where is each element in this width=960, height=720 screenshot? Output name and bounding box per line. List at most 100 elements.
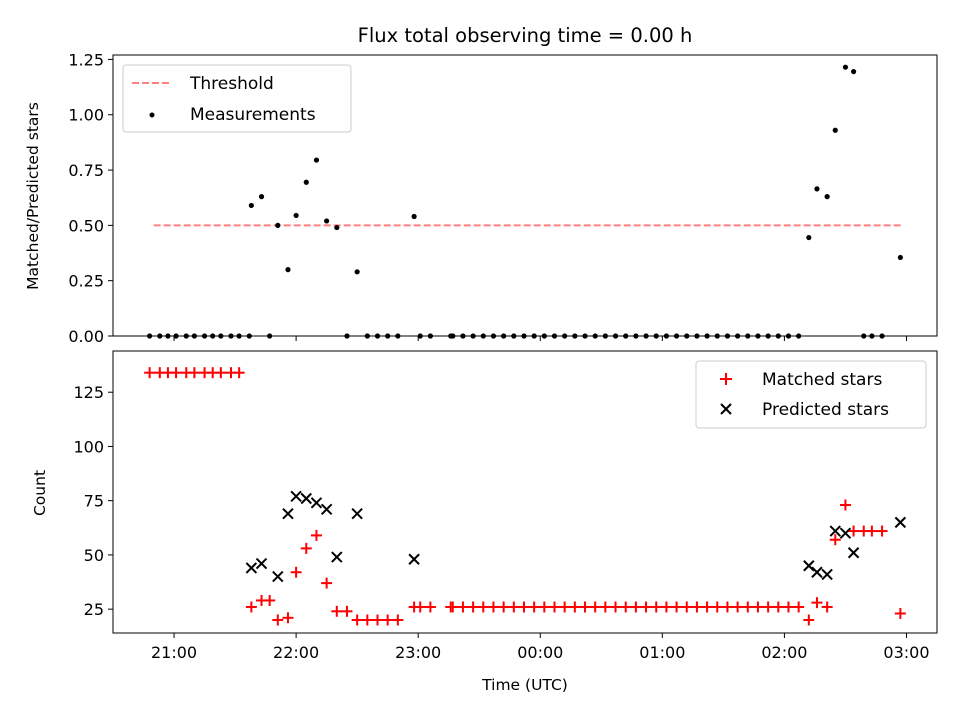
matched-star-point bbox=[233, 367, 245, 379]
x-tick-label: 22:00 bbox=[273, 643, 319, 662]
matched-star-point bbox=[487, 601, 499, 613]
matched-star-point bbox=[876, 525, 888, 537]
bottom-x-ticks: 21:00 22:00 23:00 00:00 01:00 02:00 03:00 bbox=[151, 633, 930, 662]
predicted-star-point bbox=[811, 566, 823, 578]
matched-legend-label: Matched stars bbox=[762, 370, 882, 390]
matched-star-point bbox=[640, 601, 652, 613]
matched-star-point bbox=[245, 601, 257, 613]
matched-star-point bbox=[701, 601, 713, 613]
predicted-star-point bbox=[282, 507, 294, 520]
measurement-point bbox=[824, 194, 830, 200]
matched-star-point bbox=[392, 614, 404, 626]
top-y-tick-label: 0.75 bbox=[68, 161, 104, 180]
matched-star-point bbox=[424, 601, 436, 613]
predicted-star-point bbox=[408, 553, 420, 565]
predicted-legend-label: Predicted stars bbox=[762, 400, 889, 420]
matched-star-point bbox=[569, 601, 581, 613]
matched-star-point bbox=[691, 601, 703, 613]
matched-star-point bbox=[508, 601, 520, 613]
bottom-y-tick-label: 75 bbox=[84, 492, 104, 511]
x-tick-label: 02:00 bbox=[761, 643, 807, 662]
measurement-point bbox=[258, 194, 265, 200]
matched-star-point bbox=[144, 367, 156, 379]
predicted-star-point bbox=[290, 490, 302, 503]
measurement-point bbox=[293, 212, 299, 219]
matched-star-point bbox=[579, 601, 591, 613]
measurement-point bbox=[832, 127, 838, 133]
top-legend: Threshold Measurements bbox=[122, 64, 352, 133]
bottom-y-tick-label: 50 bbox=[84, 546, 104, 565]
matched-star-point bbox=[803, 614, 815, 626]
matched-star-point bbox=[848, 525, 860, 537]
predicted-star-point bbox=[331, 551, 343, 563]
bottom-y-tick-label: 100 bbox=[73, 437, 104, 456]
bottom-y-tick-label: 125 bbox=[73, 383, 104, 402]
measurements-legend-label: Measurements bbox=[190, 105, 316, 125]
measurement-point bbox=[850, 68, 857, 75]
top-ylabel: Matched/Predicted stars bbox=[24, 102, 42, 290]
matched-star-point bbox=[630, 601, 642, 613]
top-legend-box bbox=[122, 64, 352, 133]
matched-star-point bbox=[321, 577, 333, 589]
matched-legend-marker bbox=[720, 373, 732, 385]
matched-star-point bbox=[866, 525, 878, 537]
measurement-point bbox=[334, 224, 340, 231]
matched-star-point bbox=[382, 614, 394, 626]
matched-star-point bbox=[361, 614, 373, 626]
measurement-point bbox=[275, 222, 281, 228]
predicted-star-point bbox=[320, 503, 333, 516]
matched-star-point bbox=[660, 601, 672, 613]
bottom-legend-box bbox=[695, 360, 927, 429]
matched-star-point bbox=[282, 612, 294, 624]
measurement-point bbox=[313, 157, 320, 163]
matched-star-point bbox=[351, 614, 363, 626]
matched-star-point bbox=[331, 605, 343, 617]
matched-star-point bbox=[518, 601, 530, 613]
bottom-y-tick-label: 25 bbox=[84, 600, 104, 619]
matched-star-point bbox=[272, 614, 284, 626]
predicted-star-point bbox=[829, 525, 841, 537]
matched-star-point bbox=[762, 601, 774, 613]
matched-star-point bbox=[721, 601, 733, 613]
matched-star-point bbox=[457, 601, 469, 613]
matched-star-point bbox=[300, 542, 312, 554]
bottom-panel: Count 25 50 75 100 125 21:00 22:00 23:00 00:00 0… bbox=[31, 350, 938, 662]
matched-star-point bbox=[811, 597, 823, 609]
top-y-tick-label: 1.25 bbox=[68, 50, 104, 69]
bottom-ylabel: Count bbox=[31, 470, 49, 516]
predicted-legend-marker bbox=[720, 403, 732, 415]
matched-star-point bbox=[310, 529, 322, 541]
measurement-point bbox=[411, 213, 417, 220]
top-y-tick-label: 0.25 bbox=[68, 272, 104, 291]
matched-star-point bbox=[650, 601, 662, 613]
top-y-tick-label: 0.50 bbox=[68, 216, 104, 235]
predicted-star-point bbox=[847, 547, 860, 559]
matched-star-point bbox=[264, 594, 276, 606]
matched-star-point bbox=[671, 601, 683, 613]
matched-star-point bbox=[215, 367, 227, 379]
x-axis-label: Time (UTC) bbox=[481, 676, 568, 694]
predicted-star-point bbox=[839, 527, 852, 539]
x-tick-label: 03:00 bbox=[883, 643, 929, 662]
predicted-star-point bbox=[300, 492, 312, 505]
predicted-star-point bbox=[821, 568, 833, 581]
matched-star-point bbox=[599, 601, 611, 613]
matched-star-point bbox=[371, 614, 383, 626]
matched-star-point bbox=[711, 601, 723, 613]
matched-star-point bbox=[414, 601, 426, 613]
matched-star-point bbox=[829, 534, 841, 546]
bottom-legend: Matched stars Predicted stars bbox=[695, 360, 927, 429]
measurement-point bbox=[897, 254, 903, 261]
matched-star-point bbox=[290, 566, 302, 578]
matched-star-point bbox=[559, 601, 571, 613]
measurement-point bbox=[324, 218, 330, 224]
matched-star-point bbox=[610, 601, 622, 613]
matched-star-point bbox=[793, 601, 805, 613]
top-y-tick-label: 1.00 bbox=[68, 106, 104, 125]
matched-star-point bbox=[477, 601, 489, 613]
matched-star-point bbox=[752, 601, 764, 613]
measurement-point bbox=[354, 269, 360, 275]
predicted-star-point bbox=[803, 560, 815, 572]
predicted-star-point bbox=[255, 557, 268, 570]
